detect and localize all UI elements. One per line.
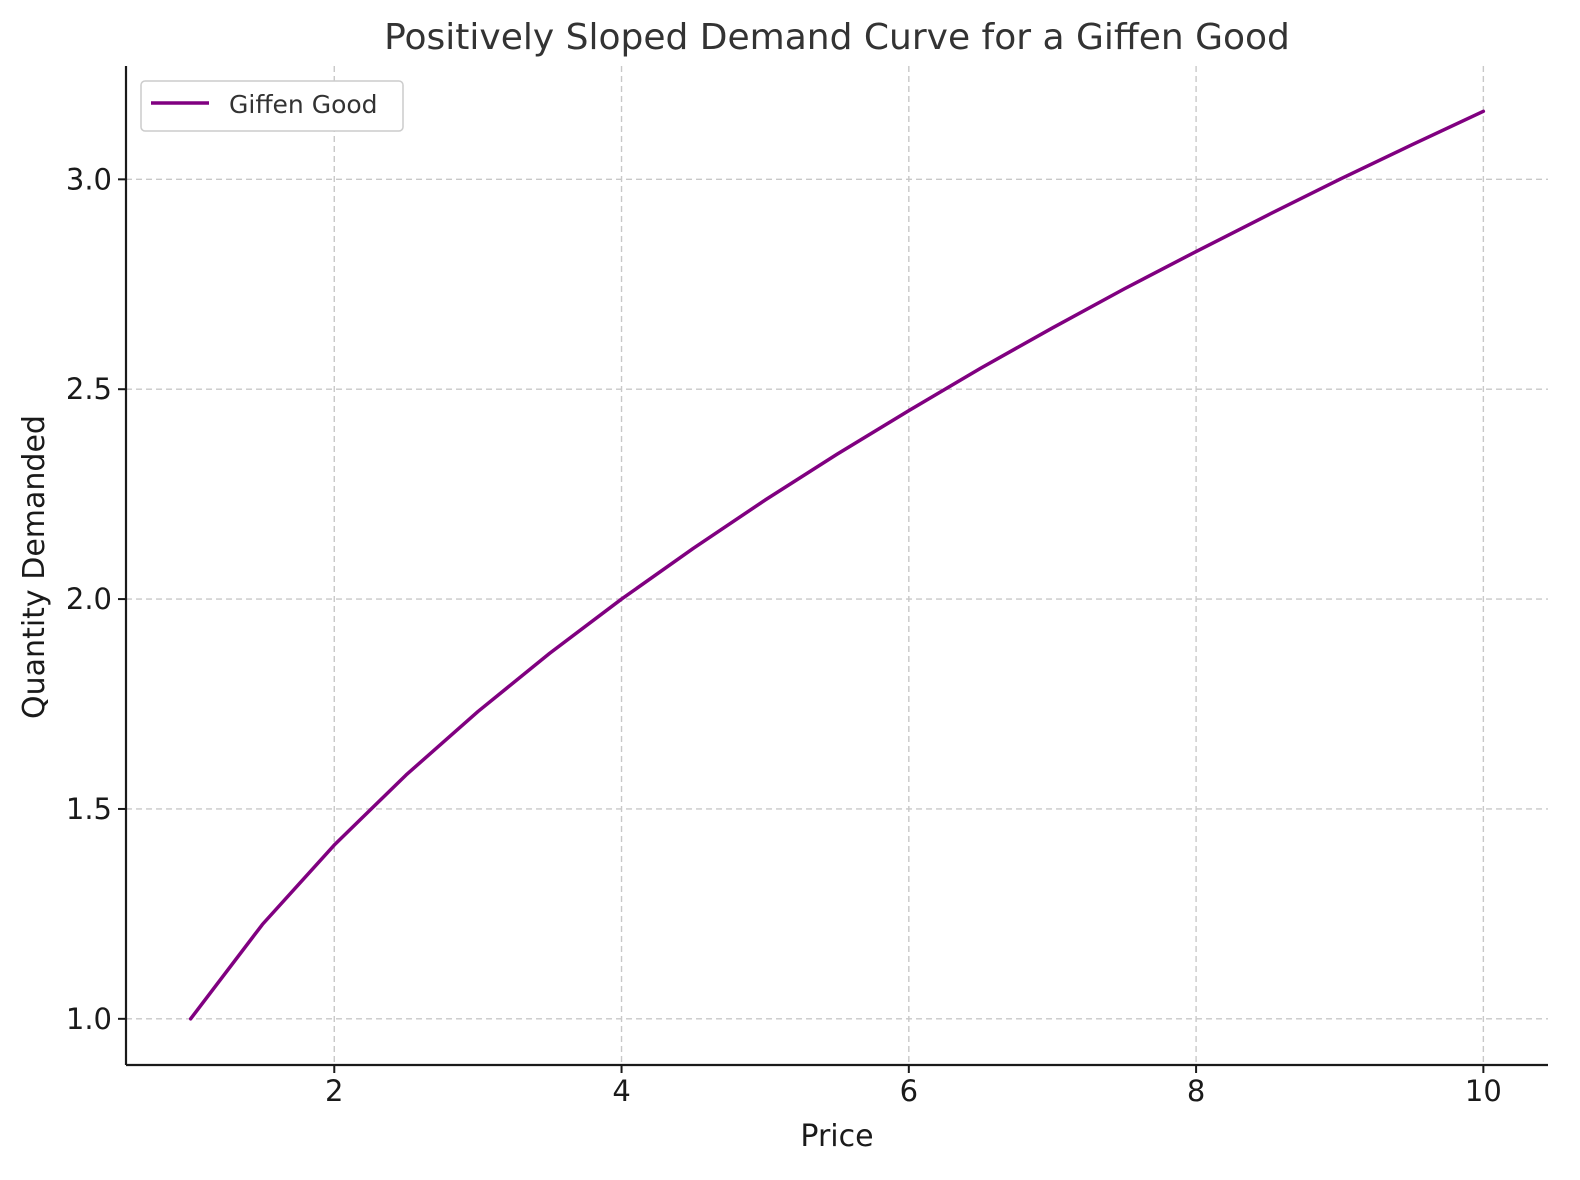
y-tick-label: 2.5 — [66, 372, 112, 406]
x-tick-label: 2 — [325, 1074, 343, 1108]
legend: Giffen Good — [140, 80, 404, 132]
chart-title: Positively Sloped Demand Curve for a Gif… — [384, 17, 1290, 58]
series-layer — [188, 109, 1486, 1021]
x-tick-label: 6 — [900, 1074, 918, 1108]
x-tick-label: 8 — [1187, 1074, 1205, 1108]
ticks-layer: 2 4 6 8 10 1.0 1.5 2.0 2.5 3.0 — [66, 162, 1502, 1108]
y-tick-label: 1.5 — [66, 792, 112, 826]
x-tick-label: 4 — [612, 1074, 630, 1108]
x-axis-label: Price — [800, 1119, 873, 1154]
legend-label-giffen-good: Giffen Good — [229, 90, 378, 119]
axes-layer — [124, 66, 1548, 1067]
y-tick-label: 3.0 — [66, 162, 112, 196]
grid-layer — [126, 66, 1548, 1065]
y-tick-label: 2.0 — [66, 582, 112, 616]
legend-box — [140, 80, 404, 132]
series-line-giffen-good — [188, 109, 1486, 1021]
x-tick-label: 10 — [1465, 1074, 1502, 1108]
y-axis-label: Quantity Demanded — [17, 415, 52, 719]
y-tick-label: 1.0 — [66, 1002, 112, 1036]
